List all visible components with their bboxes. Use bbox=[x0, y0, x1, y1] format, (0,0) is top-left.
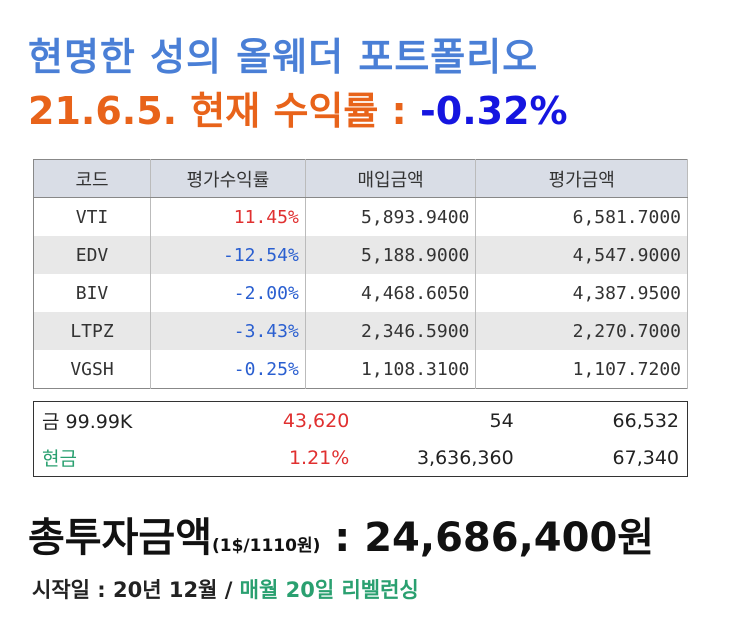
total: 총투자금액(1$/1110원) : 24,686,400원 bbox=[28, 505, 654, 563]
summary-row: 현금 1.21% 3,636,360 67,340 bbox=[34, 439, 688, 477]
table-cell: EDV bbox=[33, 236, 152, 274]
table-cell: 6,581.7000 bbox=[475, 197, 688, 236]
footer-label: 시작일 : 20년 12월 / bbox=[32, 578, 240, 602]
table-cell: 2,270.7000 bbox=[475, 312, 688, 350]
table-cell: 4,468.6050 bbox=[305, 274, 477, 312]
summary-row: 금 99.99K 43,620 54 66,532 bbox=[34, 402, 688, 440]
table-cell: LTPZ bbox=[33, 312, 152, 350]
summary-cell: 66,532 bbox=[612, 409, 679, 432]
table-cell: 2,346.5900 bbox=[305, 312, 477, 350]
table-cell: 1,108.3100 bbox=[305, 350, 477, 389]
column-header: 평가수익률 bbox=[150, 159, 306, 198]
table-cell: 5,188.9000 bbox=[305, 236, 477, 274]
table-cell: VGSH bbox=[33, 350, 152, 389]
total-note: (1$/1110원) bbox=[212, 536, 321, 556]
table-cell: 1,107.7200 bbox=[475, 350, 688, 389]
table-cell: 5,893.9400 bbox=[305, 197, 477, 236]
total-value: : 24,686,400원 bbox=[320, 515, 655, 561]
footer-highlight: 매월 20일 리벨런싱 bbox=[239, 578, 419, 602]
footer: 시작일 : 20년 12월 / 매월 20일 리벨런싱 bbox=[32, 574, 419, 604]
summary-cell: 금 99.99K bbox=[42, 411, 133, 433]
table-row: EDV -12.54% 5,188.9000 4,547.9000 bbox=[33, 236, 688, 274]
table-cell: 11.45% bbox=[150, 197, 306, 236]
table-row: LTPZ -3.43% 2,346.5900 2,270.7000 bbox=[33, 312, 688, 350]
table-cell: VTI bbox=[33, 197, 152, 236]
summary-cell: 현금 bbox=[42, 448, 77, 470]
table-row: BIV -2.00% 4,468.6050 4,387.9500 bbox=[33, 274, 688, 312]
subtitle: 21.6.5. 현재 수익률 : -0.32% bbox=[28, 80, 568, 135]
total-label: 총투자금액 bbox=[28, 515, 212, 561]
return-value: -0.32% bbox=[419, 89, 568, 133]
table-cell: BIV bbox=[33, 274, 152, 312]
holdings-table: 코드 평가수익률 매입금액 평가금액 VTI 11.45% 5,893.9400 6,581.… bbox=[33, 159, 688, 389]
column-header: 코드 bbox=[33, 159, 152, 198]
table-cell: -0.25% bbox=[150, 350, 306, 389]
subtitle-label: 21.6.5. 현재 수익률 : bbox=[28, 89, 420, 133]
summary-cell: 54 bbox=[489, 409, 514, 432]
summary-cell: 67,340 bbox=[612, 446, 679, 469]
table-row: VGSH -0.25% 1,108.3100 1,107.7200 bbox=[33, 350, 688, 389]
summary-cell: 1.21% bbox=[288, 446, 350, 469]
table-cell: -2.00% bbox=[150, 274, 306, 312]
title: 현명한 성의 올웨더 포트폴리오 bbox=[28, 35, 539, 79]
table-cell: 4,387.9500 bbox=[475, 274, 688, 312]
table-row: VTI 11.45% 5,893.9400 6,581.7000 bbox=[33, 197, 688, 236]
table-cell: -3.43% bbox=[150, 312, 306, 350]
table-cell: -12.54% bbox=[150, 236, 306, 274]
summary-cell: 43,620 bbox=[282, 409, 350, 432]
summary-table: 금 99.99K 43,620 54 66,532 현금 1.21% 3,636,360 67… bbox=[33, 401, 688, 477]
column-header: 평가금액 bbox=[475, 159, 688, 198]
column-header: 매입금액 bbox=[305, 159, 477, 198]
table-cell: 4,547.9000 bbox=[475, 236, 688, 274]
summary-cell: 3,636,360 bbox=[416, 446, 514, 469]
